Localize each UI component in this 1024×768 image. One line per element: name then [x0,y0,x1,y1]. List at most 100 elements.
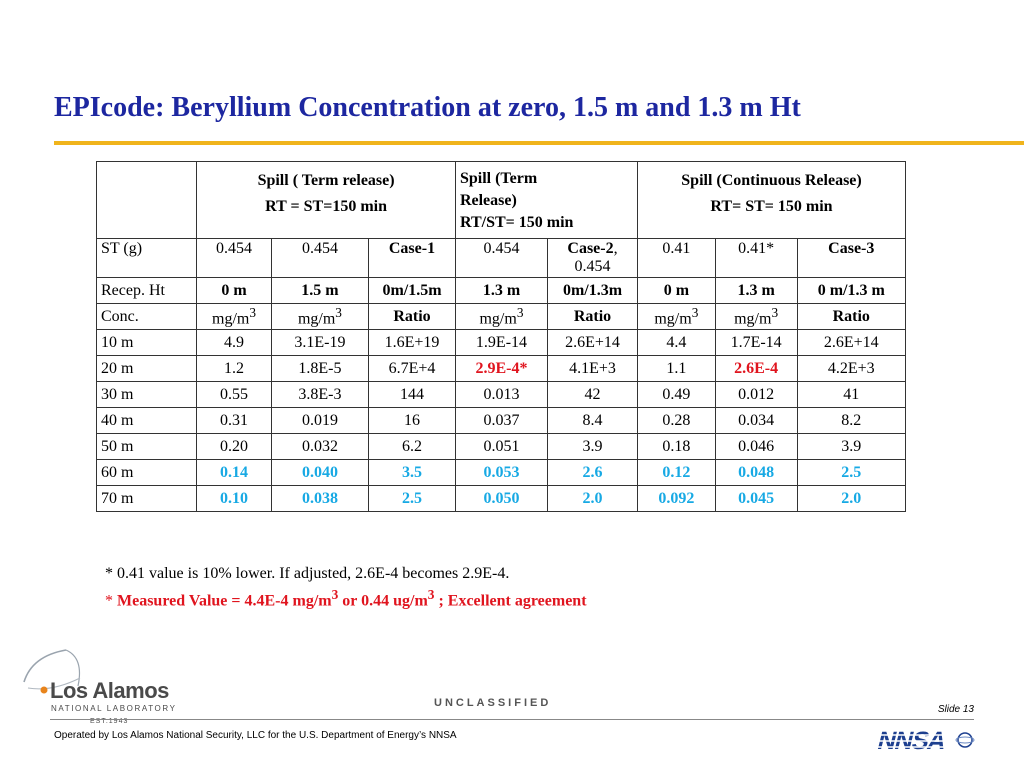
table-row: 20 m 1.2 1.8E-5 6.7E+4 2.9E-4* 4.1E+3 1.… [95,355,907,383]
table-cell: 4.2E+3 [796,355,907,383]
unit-text: mg/m [654,310,692,328]
table-cell-highlight-cyan: 0.050 [454,485,549,513]
table-cell: 1.1 [637,355,716,383]
table-row: 30 m 0.55 3.8E-3 144 0.013 42 0.49 0.012… [95,381,907,409]
table-cell: 2.6E+14 [796,329,907,357]
unit-superscript: 3 [249,305,257,320]
table-cell: 144 [368,381,456,409]
case-2-value: 0.454 [574,258,611,275]
table-cell: 0m/1.5m [368,277,456,304]
unit-text: mg/m [212,310,250,328]
nnsa-logo: NNSA [875,727,975,754]
header-empty-cell [95,161,198,239]
table-cell: 0.012 [714,381,798,409]
footnote-superscript-2: 3 [427,587,435,602]
ratio-cell: Ratio [796,302,907,331]
los-alamos-logo: Los Alamos NATIONAL LABORATORY EST.1943 [22,648,192,730]
row-label: ST (g) [95,238,198,278]
header-group1-line1: Spill ( Term release) [257,172,395,189]
table-cell: 0.013 [454,381,549,409]
unit-cell: mg/m3 [714,302,798,331]
case-2-label: Case-2 [567,240,614,257]
ratio-cell: Ratio [368,302,456,331]
table-cell: 1.3 m [714,277,798,304]
table-cell: 8.4 [547,407,638,435]
header-row: Spill ( Term release) RT = ST=150 min Sp… [95,161,906,239]
slide-title: EPIcode: Beryllium Concentration at zero… [54,92,801,123]
footnote-superscript-1: 3 [331,587,339,602]
table-cell: 42 [547,381,638,409]
table-cell: 0.046 [714,433,798,461]
table-cell: 4.1E+3 [547,355,638,383]
table-cell: 0.032 [270,433,370,461]
row-label: 70 m [95,485,198,513]
table-cell: Case-3 [796,238,907,278]
table-cell: 0.454 [454,238,549,278]
table-cell: 1.6E+19 [368,329,456,357]
table-cell-highlight-cyan: 0.048 [714,459,798,487]
table-cell: 3.9 [547,433,638,461]
table-cell-case-2: Case-2, 0.454 [547,238,638,278]
recep-ht-row: Recep. Ht 0 m 1.5 m 0m/1.5m 1.3 m 0m/1.3… [95,277,907,304]
unit-cell: mg/m3 [637,302,716,331]
table-cell: 0.037 [454,407,549,435]
table-cell-highlight-cyan: 2.0 [796,485,907,513]
table-cell: 1.3 m [454,277,549,304]
table-cell: 0.051 [454,433,549,461]
row-label: Recep. Ht [95,277,198,304]
footnote-text-3: ; Excellent agreement [434,592,587,610]
table-cell-highlight-cyan: 0.10 [196,485,272,513]
table-cell: 0m/1.3m [547,277,638,304]
row-label: 10 m [95,329,198,357]
table-cell: 41 [796,381,907,409]
table-cell-highlight-red: 2.6E-4 [714,355,798,383]
header-spill-continuous-release: Spill (Continuous Release) RT= ST= 150 m… [637,161,906,239]
row-label: 60 m [95,459,198,487]
table-cell-highlight-cyan: 0.14 [196,459,272,487]
table-cell: 0.18 [637,433,716,461]
table-cell: 0 m [637,277,716,304]
operated-by-text: Operated by Los Alamos National Security… [54,730,457,741]
unit-superscript: 3 [691,305,699,320]
table-cell: 0.41* [714,238,798,278]
table-cell: 0.20 [196,433,272,461]
footer-divider [50,719,974,720]
table-cell: 1.7E-14 [714,329,798,357]
footnote-star: * [105,592,117,610]
logo-subtitle: NATIONAL LABORATORY [51,704,177,713]
table-cell: 0 m [196,277,272,304]
table-cell-highlight-cyan: 2.5 [368,485,456,513]
table-cell: 0 m/1.3 m [796,277,907,304]
footnote-text-2: or 0.44 ug/m [338,592,428,610]
unit-text: mg/m [479,310,517,328]
unit-cell: mg/m3 [270,302,370,331]
title-underline [54,141,1024,145]
table-cell-highlight-cyan: 2.0 [547,485,638,513]
table-cell-highlight-cyan: 0.045 [714,485,798,513]
header-group1-line2: RT = ST=150 min [265,198,388,215]
table-cell: 6.7E+4 [368,355,456,383]
table-row: 60 m 0.14 0.040 3.5 0.053 2.6 0.12 0.048… [95,459,907,487]
table-cell-highlight-cyan: 2.6 [547,459,638,487]
header-group2-line1: Spill (Term [459,170,538,187]
row-label: 40 m [95,407,198,435]
conc-row: Conc. mg/m3 mg/m3 Ratio mg/m3 Ratio mg/m… [95,302,907,331]
table-cell: 4.9 [196,329,272,357]
table-cell: 0.019 [270,407,370,435]
logo-name: Los Alamos [50,678,169,703]
table-cell: 8.2 [796,407,907,435]
table-cell-highlight-cyan: 3.5 [368,459,456,487]
table-cell: 1.8E-5 [270,355,370,383]
slide-number: Slide 13 [937,704,974,715]
row-label: 30 m [95,381,198,409]
st-row: ST (g) 0.454 0.454 Case-1 0.454 Case-2, 0… [95,238,907,278]
table-cell: 2.6E+14 [547,329,638,357]
table-row: 10 m 4.9 3.1E-19 1.6E+19 1.9E-14 2.6E+14… [95,329,907,357]
table-cell: Case-1 [368,238,456,278]
case-2-comma: , [613,240,618,257]
table-cell: 0.49 [637,381,716,409]
header-group2-line2: Release) [459,192,517,209]
header-group2-line3: RT/ST= 150 min [459,214,574,231]
table-cell: 0.31 [196,407,272,435]
footnote-text-1: Measured Value = 4.4E-4 mg/m [117,592,332,610]
